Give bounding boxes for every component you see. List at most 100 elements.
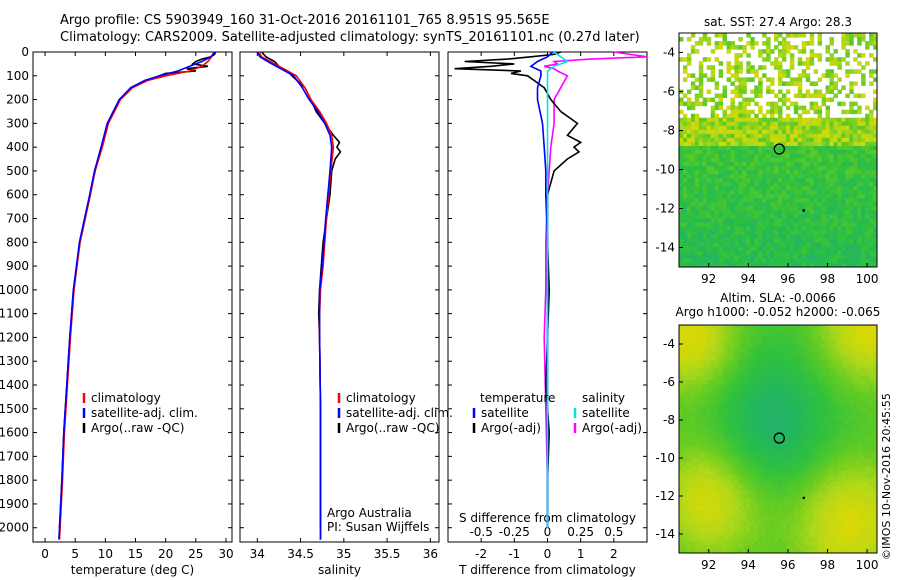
sla-map-cell [857,474,862,479]
sst-map-cell [857,93,862,99]
sst-map-cell [774,198,779,203]
sla-map-cell [766,352,771,357]
sla-map-cell [805,376,811,381]
sst-map-cell [726,238,731,244]
sla-map-cell [734,387,739,393]
sla-map-cell [706,336,712,342]
sla-map-cell [679,513,684,519]
sst-map-cell [698,182,704,187]
sst-map-cell [781,133,787,139]
sla-map-cell [829,403,834,409]
sst-map-cell [762,113,767,119]
sla-map-cell [801,478,807,483]
sla-map-cell [746,340,751,346]
sla-map-cell [750,395,755,401]
sla-map-cell [829,490,834,495]
sst-map-cell [706,230,712,236]
sst-map-cell [738,85,743,90]
sla-map-cell [714,336,720,342]
sst-map-cell [754,190,759,195]
sla-map-cell [813,403,819,409]
sst-map-cell [817,202,823,207]
sst-map-cell [778,69,783,74]
sst-map-cell [805,254,811,260]
sla-map-cell [738,391,743,397]
sst-map-cell [710,218,716,224]
sst-map-cell [734,121,739,127]
sst-map-cell [781,93,787,99]
sst-map-cell [734,182,739,187]
sst-map-cell [774,37,779,42]
sst-map-cell [730,97,735,103]
sst-map-cell [698,41,704,46]
sla-map-cell [825,435,830,440]
sst-map-cell [746,150,751,155]
sla-map-cell [758,470,763,475]
sla-map-cell [865,332,870,338]
sla-map-cell [805,478,811,483]
sla-map-cell [829,494,834,499]
sst-map-cell [694,93,700,99]
sla-map-cell [750,509,755,515]
sla-map-cell [809,380,815,385]
sst-map-cell [853,186,858,191]
sla-map-cell [873,439,878,444]
sst-map-cell [694,154,700,159]
sst-map-cell [762,158,767,163]
sla-map-cell [746,423,751,428]
sla-map-cell [821,446,827,452]
sla-map-cell [706,391,712,397]
sst-map-cell [754,117,759,123]
sla-map-cell [857,380,862,385]
sst-map-cell [750,198,755,203]
sst-map-cell [690,113,696,119]
sst-map-cell [702,214,708,220]
sla-map-cell [726,415,731,420]
sst-map-cell [766,258,771,264]
sst-map-cell [793,230,799,236]
sla-map-cell [869,462,874,468]
sla-map-cell [793,439,799,444]
sst-map-cell [785,113,791,119]
sst-map-cell [813,121,819,127]
sst-map-cell [825,190,830,195]
sla-map-cell [785,482,791,487]
sla-map-cell [873,368,878,373]
sst-map-cell [857,109,862,115]
sst-map-cell [853,222,858,228]
sla-map-cell [702,486,708,491]
sla-map-cell [861,407,866,412]
sst-map-cell [706,121,712,127]
sst-map-cell [714,238,720,244]
sst-map-cell [714,178,720,183]
sst-map-cell [774,174,779,179]
sst-map-cell [785,73,791,78]
sst-map-cell [722,222,728,228]
sst-map-cell [781,230,787,236]
sst-map-cell [857,190,862,195]
sla-map-cell [861,505,866,511]
sla-map-cell [754,501,759,507]
sst-map-cell [686,89,692,95]
sla-map-cell [694,490,700,495]
sst-map-cell [837,190,842,195]
sla-map-cell [774,395,779,401]
sst-map-cell [821,238,827,244]
sla-map-cell [706,383,712,389]
sla-map-cell [706,419,712,424]
sst-map-cell [797,85,803,90]
sst-map-cell [718,230,724,236]
sla-map-cell [774,450,779,456]
sla-map-cell [837,328,842,334]
sla-map-cell [746,403,751,409]
sst-map-cell [770,194,775,199]
sla-map-cell [738,336,743,342]
sla-map-cell [817,494,823,499]
sla-map-cell [778,395,783,401]
sst-map-cell [746,170,751,175]
sst-map-cell [813,190,819,195]
sla-map-cell [679,387,684,393]
sst-map-cell [873,262,878,268]
sst-map-cell [702,158,708,163]
sst-map-cell [762,170,767,175]
